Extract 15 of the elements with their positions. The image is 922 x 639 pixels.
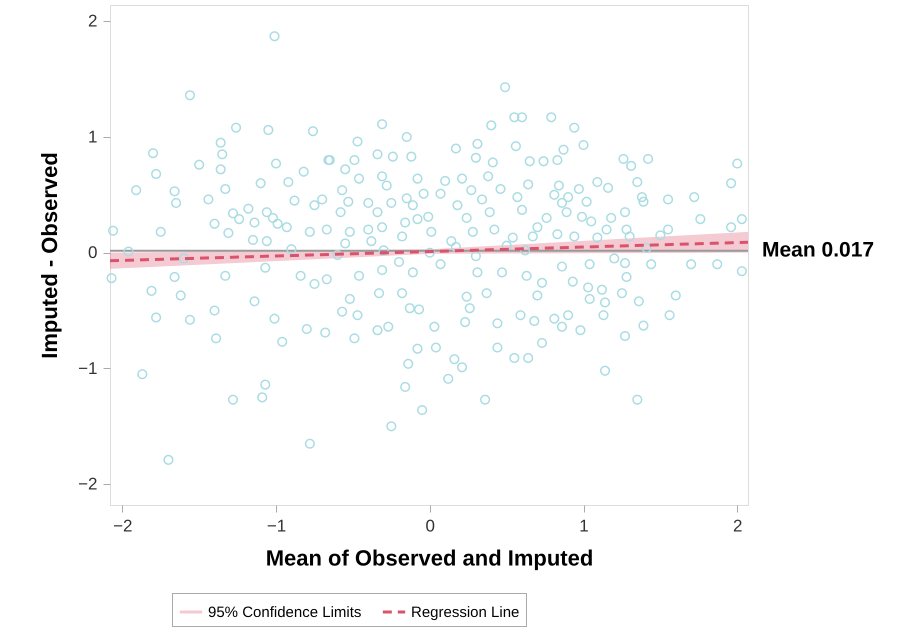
y-tick-label: 2: [88, 12, 98, 31]
x-tick-label: 2: [733, 516, 742, 536]
y-tick-label: 1: [88, 127, 98, 146]
text: 95% Confidence Limits: [208, 604, 362, 621]
legend-label: Regression Line: [411, 604, 520, 621]
x-tick-label: −1: [266, 516, 286, 536]
x-tick-label: 0: [426, 516, 436, 536]
y-axis-title: Imputed - Observed: [37, 152, 62, 359]
y-tick-label: −2: [78, 474, 98, 494]
x-axis-title: Mean of Observed and Imputed: [266, 546, 594, 570]
ref-line-label: Mean 0.017: [762, 238, 874, 262]
x-tick-label: −2: [113, 516, 132, 536]
y-tick-label: −1: [78, 358, 98, 378]
y-tick-label: 0: [88, 243, 98, 262]
x-tick-label: 1: [579, 516, 589, 536]
